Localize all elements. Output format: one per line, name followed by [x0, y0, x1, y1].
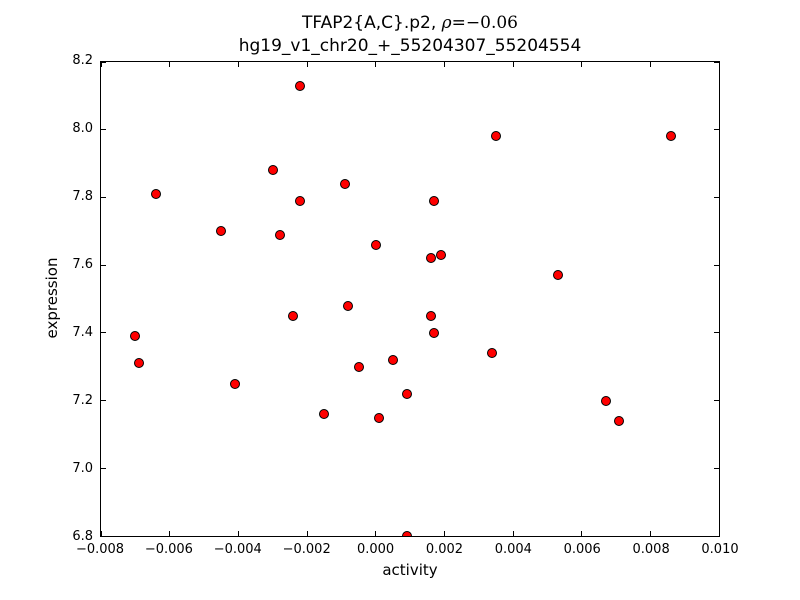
scatter-point: [150, 189, 161, 200]
y-tick-label: 7.2: [72, 393, 93, 408]
y-tick-mark: [101, 400, 106, 402]
x-tick-mark: [375, 531, 377, 536]
scatter-point: [600, 395, 611, 406]
y-tick-label: 8.2: [72, 53, 93, 68]
x-tick-label: 0.008: [632, 542, 670, 557]
x-tick-label: 0.000: [356, 542, 395, 557]
y-tick-label: 6.8: [72, 529, 93, 544]
scatter-point: [370, 239, 381, 250]
scatter-point: [229, 378, 240, 389]
y-tick-mark: [714, 535, 719, 536]
scatter-point: [216, 226, 227, 237]
x-tick-mark: [718, 531, 719, 536]
scatter-point: [339, 178, 350, 189]
chart-title-line1: TFAP2{A,C}.p2, ρ=−0.06: [100, 12, 720, 35]
x-tick-mark: [101, 62, 102, 67]
scatter-point: [429, 195, 440, 206]
x-tick-mark: [443, 531, 445, 536]
y-tick-mark: [714, 196, 719, 198]
y-tick-mark: [101, 535, 106, 536]
scatter-point: [435, 249, 446, 260]
y-tick-mark: [101, 129, 106, 131]
y-tick-label: 7.8: [72, 189, 93, 204]
y-tick-label: 8.0: [72, 121, 93, 136]
scatter-point: [343, 300, 354, 311]
y-tick-mark: [714, 400, 719, 402]
x-tick-label: −0.002: [282, 542, 331, 557]
scatter-point: [552, 270, 563, 281]
y-tick-mark: [101, 62, 106, 63]
y-tick-label: 7.0: [72, 461, 93, 476]
scatter-point: [288, 310, 299, 321]
y-tick-mark: [101, 196, 106, 198]
scatter-point: [374, 412, 385, 423]
x-tick-mark: [718, 62, 719, 67]
y-tick-mark: [714, 264, 719, 266]
scatter-point: [665, 131, 676, 142]
y-tick-label: 7.6: [72, 257, 93, 272]
x-tick-label: −0.004: [213, 542, 262, 557]
x-tick-mark: [237, 62, 239, 67]
scatter-point: [267, 165, 278, 176]
y-tick-mark: [101, 332, 106, 334]
x-tick-label: 0.010: [701, 542, 739, 557]
x-tick-label: 0.002: [425, 542, 464, 557]
x-tick-mark: [443, 62, 445, 67]
x-tick-label: −0.008: [75, 542, 125, 557]
x-tick-mark: [649, 531, 651, 536]
x-tick-mark: [169, 531, 171, 536]
rho-value: =−0.06: [451, 13, 518, 33]
x-tick-mark: [512, 531, 514, 536]
title-text: TFAP2{A,C}.p2,: [302, 13, 442, 33]
scatter-point: [319, 409, 330, 420]
y-tick-mark: [101, 467, 106, 469]
chart-title: TFAP2{A,C}.p2, ρ=−0.06 hg19_v1_chr20_+_5…: [100, 12, 720, 58]
x-tick-mark: [306, 531, 308, 536]
rho-symbol: ρ: [441, 13, 452, 33]
x-tick-mark: [375, 62, 377, 67]
x-axis-label: activity: [382, 561, 438, 579]
x-tick-mark: [512, 62, 514, 67]
scatter-point: [387, 354, 398, 365]
scatter-point: [401, 531, 412, 536]
scatter-point: [133, 358, 144, 369]
x-tick-mark: [237, 531, 239, 536]
scatter-point: [130, 331, 141, 342]
x-tick-mark: [649, 62, 651, 67]
x-tick-mark: [101, 531, 102, 536]
scatter-point: [614, 415, 625, 426]
scatter-point: [425, 253, 436, 264]
y-tick-mark: [714, 467, 719, 469]
x-tick-label: 0.004: [494, 542, 532, 557]
scatter-point: [353, 361, 364, 372]
scatter-point: [425, 310, 436, 321]
scatter-point: [487, 348, 498, 359]
x-tick-mark: [169, 62, 171, 67]
scatter-point: [401, 388, 412, 399]
scatter-point: [490, 131, 501, 142]
x-tick-label: 0.006: [563, 542, 601, 557]
scatter-point: [274, 229, 285, 240]
y-tick-mark: [101, 264, 106, 266]
scatter-point: [295, 195, 306, 206]
x-tick-label: −0.006: [144, 542, 193, 557]
x-tick-mark: [306, 62, 308, 67]
scatter-point: [429, 327, 440, 338]
y-tick-label: 7.4: [72, 325, 93, 340]
x-tick-mark: [581, 62, 583, 67]
scatter-point: [295, 80, 306, 91]
y-tick-mark: [714, 62, 719, 63]
x-tick-mark: [581, 531, 583, 536]
plot-area: [100, 61, 720, 537]
chart-subtitle: hg19_v1_chr20_+_55204307_55204554: [238, 36, 582, 56]
y-tick-mark: [714, 129, 719, 131]
y-tick-mark: [714, 332, 719, 334]
